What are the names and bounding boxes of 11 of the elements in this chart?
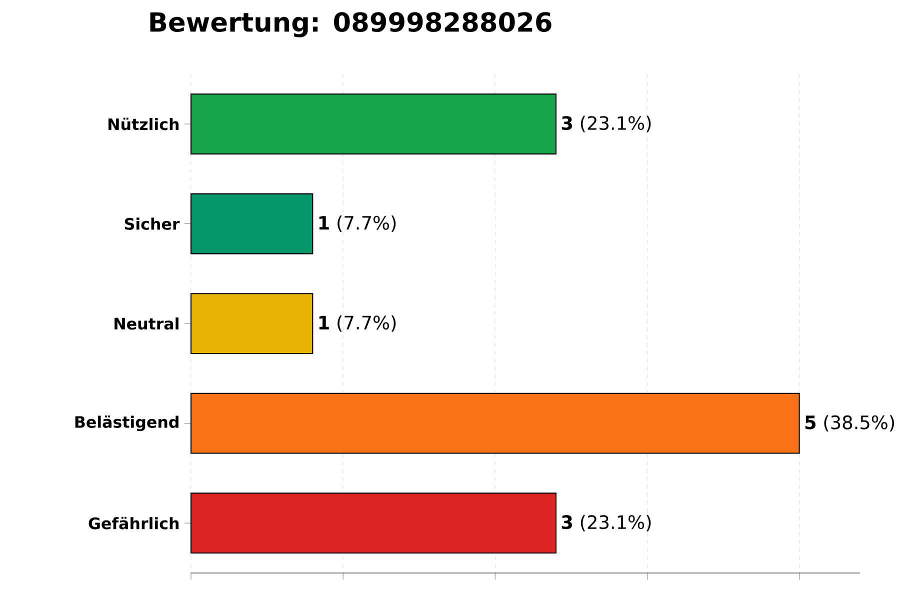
chart-title: Bewertung: 089998288026 bbox=[150, 12, 552, 38]
y-tick-label: Sicher bbox=[124, 218, 180, 230]
y-tick-label: Gefährlich bbox=[88, 516, 179, 530]
data-label: 3 (23.1%) bbox=[562, 116, 651, 132]
y-tick-label: Nützlich bbox=[108, 118, 179, 130]
data-label: 1 (7.7%) bbox=[319, 315, 396, 332]
data-label: 1 (7.7%) bbox=[319, 216, 396, 232]
y-tick-label: Neutral bbox=[114, 318, 178, 330]
data-label: 5 (38.5%) bbox=[805, 415, 894, 432]
y-tick-label: Belästigend bbox=[75, 416, 178, 432]
data-label: 3 (23.1%) bbox=[562, 514, 651, 532]
